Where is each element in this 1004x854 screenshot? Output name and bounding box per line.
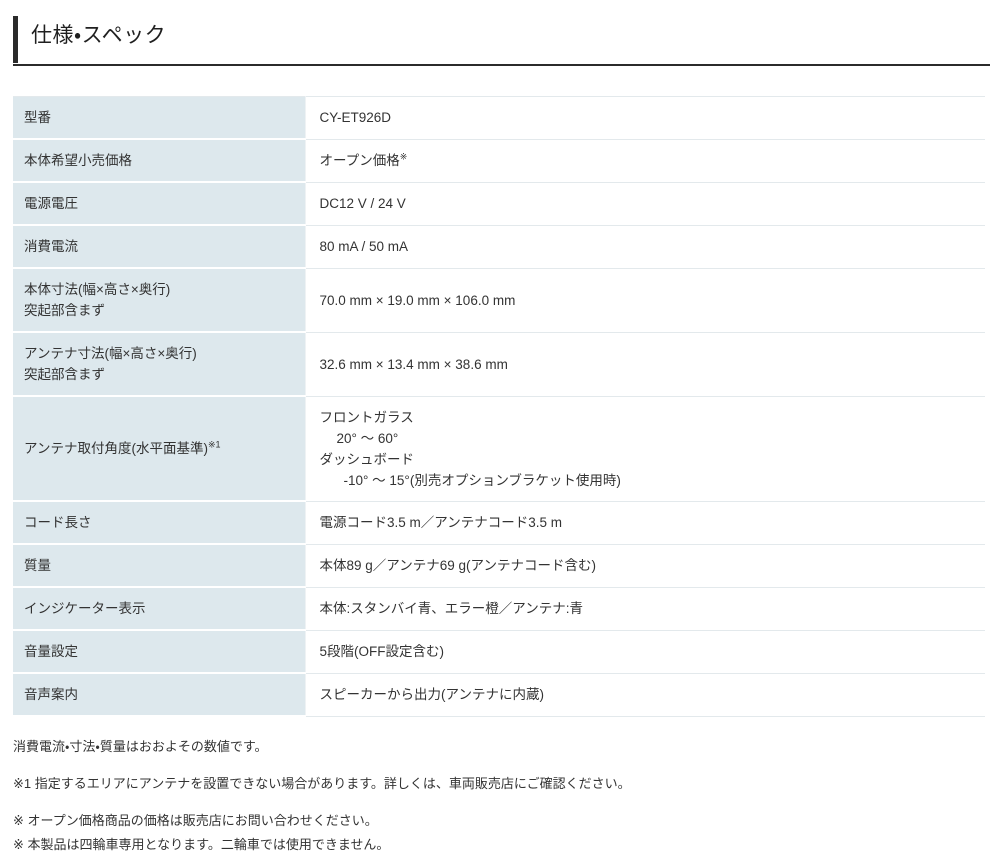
spec-value-line: 32.6 mm × 13.4 mm × 38.6 mm [319,356,508,372]
footnote-approx-values: 消費電流・寸法・質量はおおよその数値です。 [13,739,268,754]
spec-label-text: 質量 [24,558,51,573]
header-accent-bar [13,16,18,63]
spec-label-subtext: 突起部含まず [24,303,105,318]
spec-label-cell: 本体寸法(幅×高さ×奥行) 突起部含まず [13,268,305,333]
spec-label-text: アンテナ寸法(幅×高さ×奥行) [24,346,197,361]
table-row: インジケーター表示 本体:スタンバイ青、エラー橙／アンテナ:青 [13,587,985,631]
spec-label-text: コード長さ [24,515,92,530]
table-row: 質量 本体89 g／アンテナ69 g(アンテナコード含む) [13,544,985,588]
spec-label-text: 型番 [24,110,51,125]
spec-value-cell: スピーカーから出力(アンテナに内蔵) [304,673,985,717]
spec-value-cell: 本体89 g／アンテナ69 g(アンテナコード含む) [304,544,985,588]
spec-label-cell: 音量設定 [13,630,305,674]
spec-table-container: 型番 CY-ET926D 本体希望小売価格 オープン価格※ 電源電圧 DC12 V / 2… [13,96,985,717]
spec-label-text: アンテナ取付角度(水平面基準) [24,441,208,456]
spec-value-line: -10° 〜 15°(別売オプションブラケット使用時) [343,472,621,488]
spec-value-line: 電源コード3.5 m／アンテナコード3.5 m [319,515,563,530]
spec-label-text: 電源電圧 [24,196,78,211]
spec-value-line: 70.0 mm × 19.0 mm × 106.0 mm [319,292,516,308]
spec-label-cell: アンテナ取付角度(水平面基準)※1 [13,396,305,502]
spec-value-line: 本体:スタンバイ青、エラー橙／アンテナ:青 [319,601,583,616]
spec-value-cell: 80 mA / 50 mA [304,225,985,269]
spec-value-cell: フロントガラス 20° 〜 60° ダッシュボード -10° 〜 15°(別売オプショ… [304,396,985,502]
spec-page: 仕様・スペック 型番 CY-ET926D 本体希望小売価格 オープン価格※ 電源電圧 DC… [13,0,990,852]
spec-label-text: インジケーター表示 [24,601,146,616]
spec-value-cell: オープン価格※ [304,139,985,183]
page-title: 仕様・スペック [31,24,167,47]
table-row: アンテナ取付角度(水平面基準)※1 フロントガラス 20° 〜 60° ダッシュボード… [13,396,985,502]
table-row: コード長さ 電源コード3.5 m／アンテナコード3.5 m [13,501,985,545]
spec-label-subtext: 突起部含まず [24,367,105,382]
table-row: 本体希望小売価格 オープン価格※ [13,139,985,183]
spec-value-cell: CY-ET926D [304,96,985,140]
spec-value-line: DC12 V / 24 V [319,196,406,211]
spec-label-cell: コード長さ [13,501,305,545]
table-row: 音声案内 スピーカーから出力(アンテナに内蔵) [13,673,985,717]
spec-value-cell: 電源コード3.5 m／アンテナコード3.5 m [304,501,985,545]
spec-value-line: 5段階(OFF設定含む) [319,644,445,659]
spec-label-cell: 消費電流 [13,225,305,269]
spec-label-cell: 本体希望小売価格 [13,139,305,183]
footnote-open-price: ※ オープン価格商品の価格は販売店にお問い合わせください。 [13,813,378,828]
footnote-antenna-area: ※1 指定するエリアにアンテナを設置できない場合があります。詳しくは、車両販売店… [13,776,631,791]
spec-value-superscript: ※ [399,151,408,162]
section-header: 仕様・スペック [13,0,990,66]
spec-label-text: 本体希望小売価格 [24,153,132,168]
spec-label-cell: 質量 [13,544,305,588]
spec-label-cell: アンテナ寸法(幅×高さ×奥行) 突起部含まず [13,332,305,397]
spec-value-line: フロントガラス [319,409,414,425]
table-row: 消費電流 80 mA / 50 mA [13,225,985,269]
table-row: 音量設定 5段階(OFF設定含む) [13,630,985,674]
spec-label-cell: インジケーター表示 [13,587,305,631]
spec-value-cell: 本体:スタンバイ青、エラー橙／アンテナ:青 [304,587,985,631]
spec-value-cell: DC12 V / 24 V [304,182,985,226]
spec-value-cell: 5段階(OFF設定含む) [304,630,985,674]
spec-label-text: 本体寸法(幅×高さ×奥行) [24,282,171,297]
spec-label-cell: 音声案内 [13,673,305,717]
table-row: アンテナ寸法(幅×高さ×奥行) 突起部含まず 32.6 mm × 13.4 mm ×… [13,332,985,397]
spec-label-text: 音声案内 [24,687,78,702]
specifications-table: 型番 CY-ET926D 本体希望小売価格 オープン価格※ 電源電圧 DC12 V / 2… [13,96,985,717]
spec-value-cell: 32.6 mm × 13.4 mm × 38.6 mm [304,332,985,397]
spec-label-cell: 型番 [13,96,305,140]
spec-value-line: 20° 〜 60° [336,430,399,446]
spec-value-line: 80 mA / 50 mA [319,239,409,254]
table-row: 型番 CY-ET926D [13,96,985,140]
spec-value-line: オープン価格※ [319,151,408,168]
spec-label-superscript: ※1 [207,439,221,450]
spec-value-line: スピーカーから出力(アンテナに内蔵) [319,687,544,702]
footnotes: 消費電流・寸法・質量はおおよその数値です。 ※1 指定するエリアにアンテナを設置… [13,737,1004,854]
spec-value-cell: 70.0 mm × 19.0 mm × 106.0 mm [304,268,985,333]
spec-label-text: 消費電流 [24,239,78,254]
spec-value-line: ダッシュボード [319,451,415,467]
table-row: 電源電圧 DC12 V / 24 V [13,182,985,226]
spec-value-line: 本体89 g／アンテナ69 g(アンテナコード含む) [319,558,596,573]
spec-value-line: CY-ET926D [319,110,392,126]
spec-table-body: 型番 CY-ET926D 本体希望小売価格 オープン価格※ 電源電圧 DC12 V / 2… [13,96,985,717]
spec-label-text: 音量設定 [24,644,78,659]
footnote-four-wheel-only: ※ 本製品は四輪車専用となります。二輪車では使用できません。 [13,837,390,852]
spec-label-cell: 電源電圧 [13,182,305,226]
table-row: 本体寸法(幅×高さ×奥行) 突起部含まず 70.0 mm × 19.0 mm × 1… [13,268,985,333]
